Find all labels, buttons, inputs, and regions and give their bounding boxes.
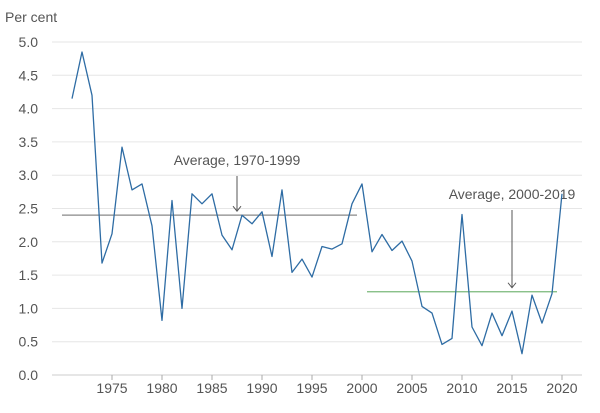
x-tick-label: 1990: [246, 380, 277, 396]
x-tick-label: 2000: [346, 380, 377, 396]
y-tick-label: 5.0: [19, 34, 39, 50]
y-axis-unit-label: Per cent: [5, 9, 57, 25]
y-tick-label: 4.5: [19, 67, 39, 83]
x-tick-label: 2005: [396, 380, 427, 396]
series-line: [71, 51, 563, 355]
y-tick-label: 3.0: [19, 167, 39, 183]
gridlines: [52, 41, 582, 376]
y-tick-label: 4.0: [19, 101, 39, 117]
y-tick-label: 2.5: [19, 201, 39, 217]
x-axis-ticks: 1975 1980 1985 1990 1995 2000 2005 2010 2015 2020: [96, 375, 578, 396]
y-tick-label: 0.0: [19, 367, 39, 383]
annotation-arrowhead: [232, 205, 242, 212]
average-annotation-label: Average, 1970-1999: [174, 152, 301, 168]
average-lines: Average, 1970-1999 Average, 2000-2019: [62, 152, 576, 293]
y-tick-label: 3.5: [19, 134, 39, 150]
y-tick-label: 2.0: [19, 234, 39, 250]
y-tick-label: 0.5: [19, 334, 39, 350]
y-tick-label: 1.5: [19, 267, 39, 283]
x-tick-label: 1975: [96, 380, 127, 396]
annotation-arrowhead: [507, 282, 517, 289]
x-tick-label: 1985: [196, 380, 227, 396]
y-tick-label: 1.0: [19, 300, 39, 316]
average-annotation-label: Average, 2000-2019: [449, 186, 576, 202]
series-group: [71, 51, 563, 355]
x-tick-label: 2010: [446, 380, 477, 396]
x-tick-label: 2020: [546, 380, 577, 396]
x-tick-label: 1980: [146, 380, 177, 396]
x-tick-label: 2015: [496, 380, 527, 396]
x-tick-label: 1995: [296, 380, 327, 396]
y-axis-ticks: 0.0 0.5 1.0 1.5 2.0 2.5 3.0 3.5 4.0 4.5 5.0: [19, 34, 39, 383]
